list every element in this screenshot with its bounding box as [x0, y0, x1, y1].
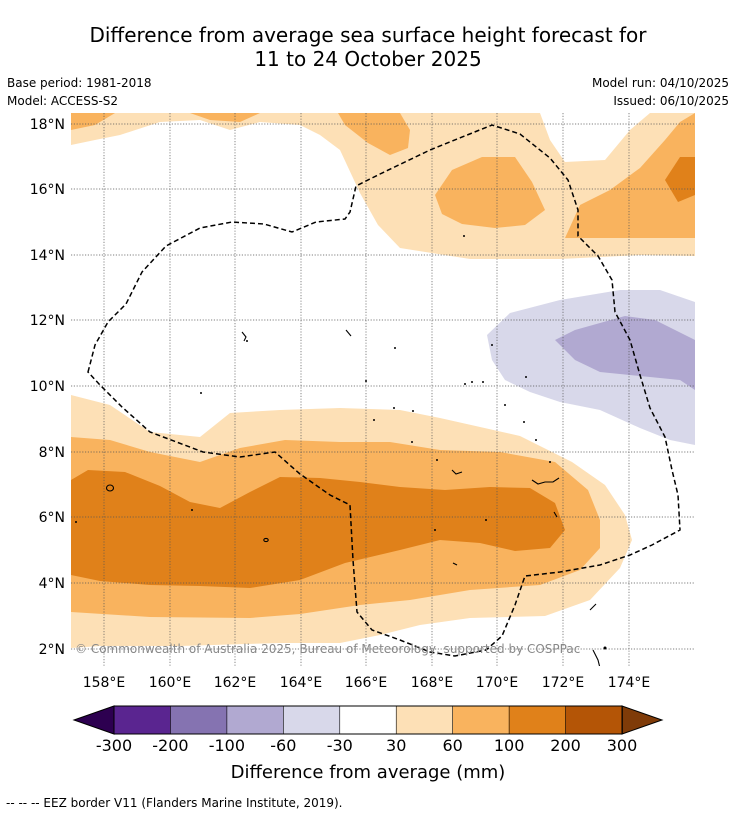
colorbar-title: Difference from average (mm): [231, 762, 506, 783]
base-period: Base period: 1981-2018: [7, 76, 152, 90]
contour-100-200-south: [71, 470, 565, 588]
chart-title-line1: Difference from average sea surface heig…: [89, 23, 647, 47]
colorbar-segment: [113, 705, 172, 735]
map-gridlines: [71, 113, 695, 666]
contour-60-100-north-east: [565, 113, 695, 238]
issued-date: Issued: 06/10/2025: [613, 94, 729, 108]
lon-tick-label: 166°E: [345, 675, 388, 691]
colorbar-segment: [565, 705, 623, 735]
colorbar-under-arrow: [72, 705, 115, 735]
map-plot-area: © Commonwealth of Australia 2025, Bureau…: [71, 113, 695, 666]
colorbar-segment: [395, 705, 454, 735]
colorbar-tick-label: 200: [550, 736, 581, 755]
model-name: Model: ACCESS-S2: [7, 94, 119, 108]
colorbar-segment: [170, 705, 228, 735]
latitude-axis: 18°N 16°N 14°N 12°N 10°N 8°N 6°N 4°N 2°N: [30, 117, 65, 658]
chart-title-line2: 11 to 24 October 2025: [254, 47, 482, 71]
colorbar-segment: [452, 705, 510, 735]
contour-100-200-north-east: [665, 157, 695, 202]
lat-tick-label: 18°N: [30, 117, 65, 133]
contour-60-100-north-mid: [435, 157, 545, 228]
colorbar-tick-label: 100: [494, 736, 525, 755]
island-dots: [75, 235, 607, 650]
colorbar-frame: [113, 705, 623, 735]
lon-tick-label: 172°E: [542, 675, 585, 691]
colorbar-tick-label: 300: [607, 736, 638, 755]
colorbar-segment: [508, 705, 567, 735]
lon-tick-label: 162°E: [214, 675, 257, 691]
lat-tick-label: 16°N: [30, 182, 65, 198]
colorbar-tick-labels: -300 -200 -100 -60 -30 30 60 100 200 300: [96, 736, 637, 755]
lat-tick-label: 6°N: [39, 510, 65, 526]
colorbar-tick-label: -60: [270, 736, 296, 755]
copyright-notice: © Commonwealth of Australia 2025, Bureau…: [75, 642, 580, 656]
colorbar-segment: [283, 705, 341, 735]
lon-tick-label: 168°E: [411, 675, 454, 691]
eez-border-line: [87, 124, 681, 657]
lon-tick-label: 170°E: [476, 675, 519, 691]
lat-tick-label: 12°N: [30, 313, 65, 329]
colorbar-tick-label: -30: [327, 736, 353, 755]
colorbar: -300 -200 -100 -60 -30 30 60 100 200 300 Differen…: [72, 705, 664, 783]
longitude-axis: 158°E 160°E 162°E 164°E 166°E 168°E 170°…: [83, 675, 651, 691]
contour-neg-60-100: [555, 316, 695, 390]
lon-tick-label: 164°E: [280, 675, 323, 691]
lat-tick-label: 4°N: [39, 576, 65, 592]
eez-legend-note: -- -- -- EEZ border V11 (Flanders Marine…: [6, 796, 343, 810]
colorbar-over-arrow: [621, 705, 664, 735]
atoll-outlines: [105, 329, 601, 666]
colorbar-tick-label: 30: [386, 736, 406, 755]
model-run: Model run: 04/10/2025: [591, 76, 729, 90]
colorbar-segment: [339, 705, 398, 735]
lat-tick-label: 8°N: [39, 445, 65, 461]
lat-tick-label: 2°N: [39, 642, 65, 658]
colorbar-tick-label: -200: [152, 736, 188, 755]
colorbar-tick-label: 60: [442, 736, 462, 755]
colorbar-tick-label: -300: [96, 736, 132, 755]
colorbar-tick-label: -100: [209, 736, 245, 755]
lon-tick-label: 160°E: [149, 675, 192, 691]
lon-tick-label: 158°E: [83, 675, 126, 691]
contour-60-100-north-west: [71, 113, 260, 130]
contour-60-100-north-center: [338, 113, 410, 155]
lat-tick-label: 14°N: [30, 248, 65, 264]
colorbar-segments: [113, 705, 623, 735]
colorbar-segment: [226, 705, 285, 735]
lon-tick-label: 174°E: [608, 675, 651, 691]
lat-tick-label: 10°N: [30, 379, 65, 395]
